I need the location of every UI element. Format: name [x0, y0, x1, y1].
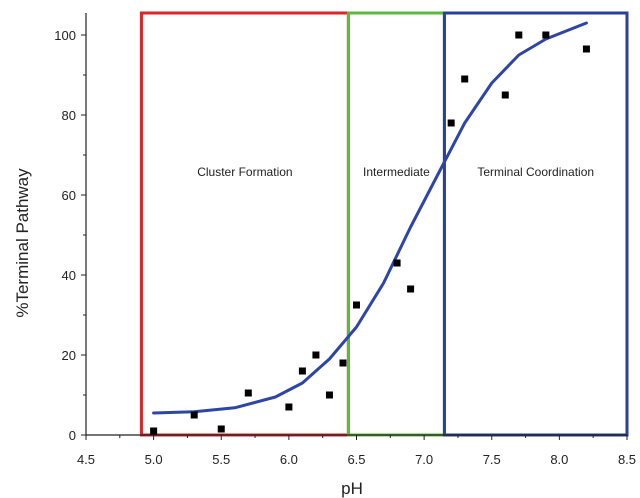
x-tick-label-3: 6.0 — [280, 452, 298, 467]
region-box-1 — [346, 11, 446, 437]
data-point-11 — [407, 285, 415, 293]
data-point-17 — [582, 45, 590, 53]
y-tick-label-2: 40 — [62, 268, 76, 283]
y-tick-label-4: 80 — [62, 108, 76, 123]
fit-curve-group — [152, 21, 588, 415]
x-tick-label-0: 4.5 — [77, 452, 95, 467]
x-tick-label-8: 8.5 — [618, 452, 636, 467]
region-boxes — [139, 11, 629, 437]
data-point-8 — [339, 359, 347, 367]
data-point-5 — [298, 367, 306, 375]
x-tick-label-7: 8.0 — [550, 452, 568, 467]
y-tick-label-5: 100 — [54, 28, 76, 43]
data-point-16 — [542, 31, 550, 39]
data-point-13 — [461, 75, 469, 83]
x-tick-label-6: 7.5 — [483, 452, 501, 467]
data-points — [150, 31, 590, 435]
data-point-15 — [515, 31, 523, 39]
y-tick-label-0: 0 — [69, 428, 76, 443]
x-axis-title: pH — [341, 479, 363, 498]
x-tick-label-4: 6.5 — [347, 452, 365, 467]
y-axis-title: %Terminal Pathway — [13, 168, 32, 318]
data-point-9 — [353, 301, 360, 309]
region-label-1: Intermediate — [363, 165, 430, 179]
data-point-0 — [150, 427, 158, 435]
data-point-14 — [501, 91, 509, 99]
data-point-6 — [312, 351, 320, 359]
data-point-4 — [285, 403, 293, 411]
data-point-1 — [190, 411, 198, 419]
data-point-3 — [244, 389, 252, 397]
data-point-12 — [447, 119, 455, 127]
data-point-7 — [325, 391, 333, 399]
y-tick-label-1: 20 — [62, 348, 76, 363]
x-tick-label-1: 5.0 — [145, 452, 163, 467]
axes: 4.5 5.0 5.5 6.0 6.5 7.0 7.5 8.0 8.5 0 20 40 60 80 100 — [54, 13, 636, 467]
x-tick-label-5: 7.0 — [415, 452, 433, 467]
y-tick-label-3: 60 — [62, 188, 76, 203]
data-point-10 — [393, 259, 401, 267]
region-box-2 — [442, 11, 629, 437]
fit-curve — [152, 21, 588, 415]
region-label-2: Terminal Coordination — [477, 165, 594, 179]
region-label-0: Cluster Formation — [197, 165, 292, 179]
x-tick-label-2: 5.5 — [212, 452, 230, 467]
data-point-2 — [217, 425, 225, 433]
region-labels: Cluster Formation Intermediate Terminal Co… — [197, 165, 594, 179]
